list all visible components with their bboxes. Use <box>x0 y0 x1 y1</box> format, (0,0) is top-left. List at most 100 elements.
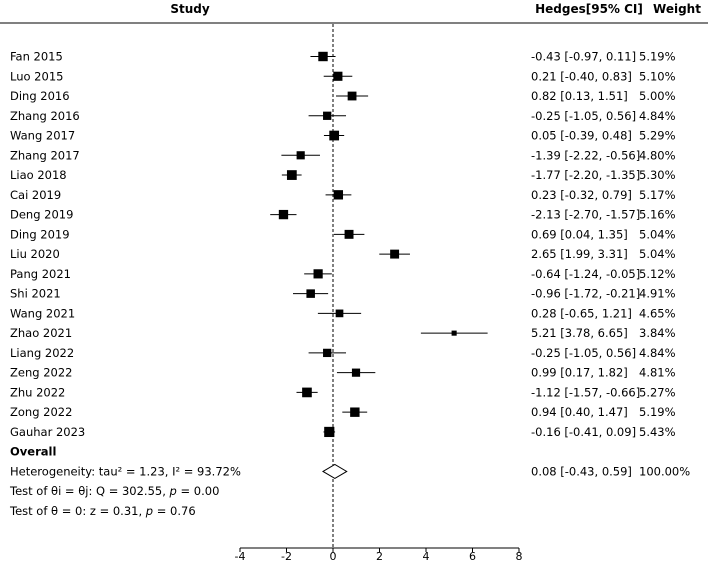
effect-ci-label: 0.28 [-0.65, 1.21] <box>531 306 632 320</box>
point-estimate-marker <box>318 51 328 62</box>
effect-ci-label: 0.99 [0.17, 1.82] <box>531 366 628 380</box>
weight-label: 5.16% <box>639 208 676 222</box>
effect-ci-label: -0.96 [-1.72, -0.21] <box>531 287 640 301</box>
x-tick-label: 6 <box>469 550 476 561</box>
weight-label: 4.84% <box>639 109 676 123</box>
study-label: Zong 2022 <box>10 405 72 419</box>
study-label: Liu 2020 <box>10 247 60 261</box>
study-label: Zhao 2021 <box>10 326 72 340</box>
study-label: Zhang 2016 <box>10 109 80 123</box>
overall-ci-label: 0.08 [-0.43, 0.59] <box>531 464 632 478</box>
study-label: Ding 2019 <box>10 227 70 241</box>
study-label: Liang 2022 <box>10 346 74 360</box>
study-label: Shi 2021 <box>10 287 61 301</box>
effect-ci-label: -2.13 [-2.70, -1.57] <box>531 208 640 222</box>
test-homogeneity-label-p-label: p <box>169 484 177 498</box>
point-estimate-marker <box>350 407 360 417</box>
point-estimate-marker <box>333 190 344 200</box>
weight-label: 4.80% <box>639 148 676 162</box>
weight-label: 4.91% <box>639 287 676 301</box>
effect-ci-label: -1.12 [-1.57, -0.66] <box>531 385 640 399</box>
weight-label: 5.04% <box>639 247 676 261</box>
heterogeneity-label: Heterogeneity: tau² = 1.23, I² = 93.72% <box>10 464 241 478</box>
weight-label: 5.19% <box>639 50 676 64</box>
point-estimate-marker <box>286 170 297 180</box>
test-overall-effect-label-p-label: p <box>145 504 153 518</box>
study-label: Wang 2017 <box>10 129 75 143</box>
effect-ci-label: -0.25 [-1.05, 0.56] <box>531 109 636 123</box>
effect-ci-label: 5.21 [3.78, 6.65] <box>531 326 628 340</box>
point-estimate-marker <box>329 130 340 141</box>
test-homogeneity-label-prefix: Test of θi = θj: Q = 302.55, <box>9 484 170 498</box>
effect-ci-label: 0.94 [0.40, 1.47] <box>531 405 628 419</box>
point-estimate-marker <box>351 368 361 377</box>
effect-ci-label: -0.16 [-0.41, 0.09] <box>531 425 636 439</box>
test-overall-effect-label: Test of θ = 0: z = 0.31, p = 0.76 <box>9 504 196 518</box>
weight-label: 5.43% <box>639 425 676 439</box>
effect-ci-label: 0.05 [-0.39, 0.48] <box>531 129 632 143</box>
x-tick-label: -4 <box>235 550 246 561</box>
effect-ci-label: 0.21 [-0.40, 0.83] <box>531 69 632 83</box>
effect-ci-label: 0.23 [-0.32, 0.79] <box>531 188 632 202</box>
point-estimate-marker <box>323 348 332 358</box>
header-effect: Hedges[95% CI] <box>535 2 643 16</box>
weight-label: 4.84% <box>639 346 676 360</box>
study-label: Ding 2016 <box>10 89 70 103</box>
point-estimate-marker <box>278 209 289 220</box>
study-label: Deng 2019 <box>10 208 73 222</box>
point-estimate-marker <box>451 330 457 336</box>
weight-label: 5.12% <box>639 267 676 281</box>
weight-label: 5.27% <box>639 385 676 399</box>
effect-ci-label: -1.77 [-2.20, -1.35] <box>531 168 640 182</box>
study-label: Liao 2018 <box>10 168 67 182</box>
test-homogeneity-label-suffix: = 0.00 <box>177 484 220 498</box>
point-estimate-marker <box>296 151 305 160</box>
effect-ci-label: -0.43 [-0.97, 0.11] <box>531 50 636 64</box>
test-homogeneity-label: Test of θi = θj: Q = 302.55, p = 0.00 <box>9 484 219 498</box>
study-label: Zhu 2022 <box>10 385 65 399</box>
study-label: Wang 2021 <box>10 306 75 320</box>
overall-label: Overall <box>10 445 56 459</box>
overall-diamond <box>322 463 348 480</box>
point-estimate-marker <box>333 71 343 81</box>
weight-label: 3.84% <box>639 326 676 340</box>
weight-label: 5.04% <box>639 227 676 241</box>
weight-label: 5.00% <box>639 89 676 103</box>
study-label: Fan 2015 <box>10 50 63 64</box>
weight-label: 5.29% <box>639 129 676 143</box>
x-tick-label: -2 <box>281 550 292 561</box>
weight-label: 5.19% <box>639 405 676 419</box>
weight-label: 4.65% <box>639 306 676 320</box>
weight-label: 5.10% <box>639 69 676 83</box>
header-study: Study <box>170 2 210 16</box>
test-overall-effect-label-prefix: Test of θ = 0: z = 0.31, <box>9 504 146 518</box>
effect-ci-label: 2.65 [1.99, 3.31] <box>531 247 628 261</box>
header-weight: Weight <box>653 2 701 16</box>
point-estimate-marker <box>323 111 332 120</box>
effect-ci-label: 0.82 [0.13, 1.51] <box>531 89 628 103</box>
point-estimate-marker <box>390 249 400 259</box>
study-label: Luo 2015 <box>10 69 63 83</box>
point-estimate-marker <box>324 426 335 438</box>
x-tick-label: 2 <box>376 550 383 561</box>
point-estimate-marker <box>344 229 354 239</box>
study-label: Pang 2021 <box>10 267 71 281</box>
effect-ci-label: -1.39 [-2.22, -0.56] <box>531 148 640 162</box>
effect-ci-label: -0.25 [-1.05, 0.56] <box>531 346 636 360</box>
point-estimate-marker <box>302 387 312 398</box>
weight-label: 5.30% <box>639 168 676 182</box>
overall-weight-label: 100.00% <box>639 464 690 478</box>
x-tick-label: 8 <box>516 550 523 561</box>
point-estimate-marker <box>313 269 323 279</box>
weight-label: 5.17% <box>639 188 676 202</box>
point-estimate-marker <box>306 289 315 298</box>
header-row: Study Hedges[95% CI] Weight <box>0 2 708 24</box>
study-label: Zhang 2017 <box>10 148 80 162</box>
effect-ci-label: 0.69 [0.04, 1.35] <box>531 227 628 241</box>
point-estimate-marker <box>347 91 357 101</box>
study-label: Zeng 2022 <box>10 366 72 380</box>
x-tick-label: 4 <box>423 550 430 561</box>
test-overall-effect-label-suffix: = 0.76 <box>153 504 196 518</box>
point-estimate-marker <box>335 309 344 318</box>
